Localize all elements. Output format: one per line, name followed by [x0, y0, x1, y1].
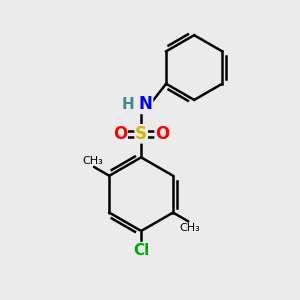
Text: CH₃: CH₃: [82, 156, 103, 166]
Text: H: H: [122, 97, 134, 112]
Text: N: N: [139, 95, 152, 113]
Text: O: O: [113, 125, 127, 143]
Text: Cl: Cl: [133, 243, 149, 258]
Text: CH₃: CH₃: [179, 223, 200, 232]
Text: S: S: [135, 125, 147, 143]
Text: O: O: [155, 125, 169, 143]
